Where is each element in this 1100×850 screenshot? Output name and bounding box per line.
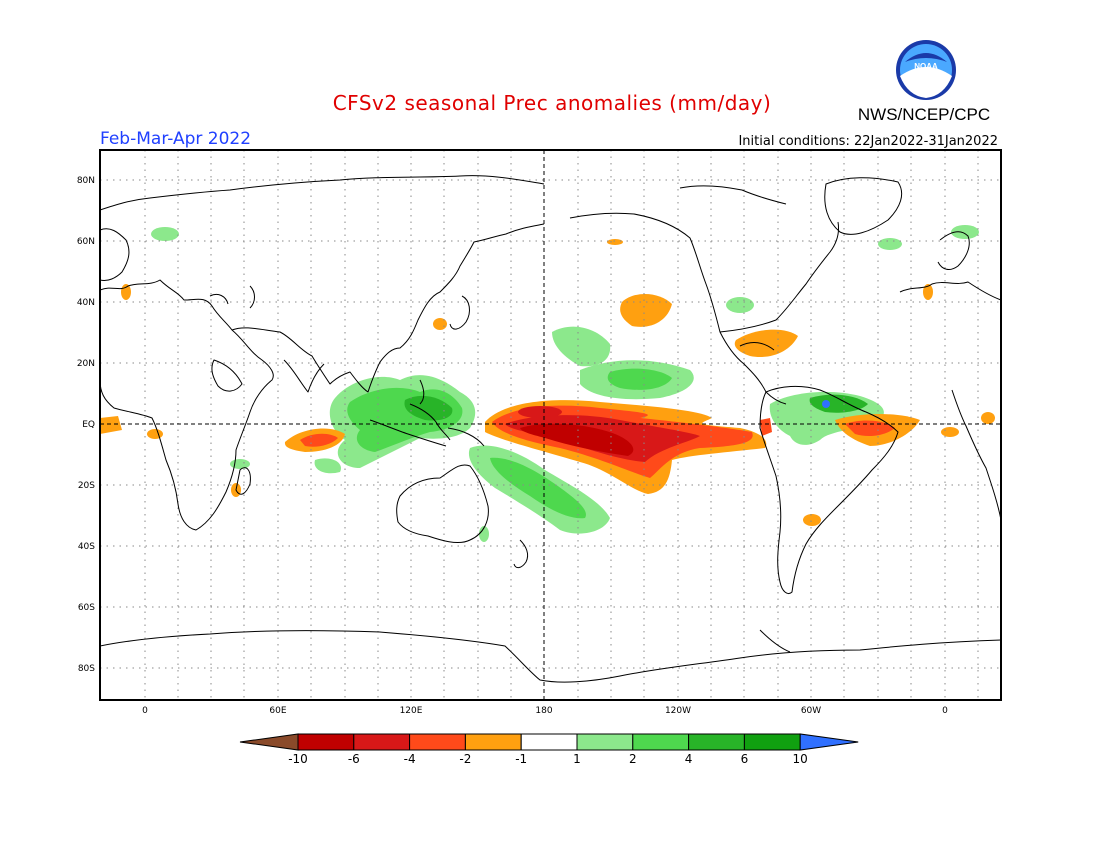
lat-label: 20S xyxy=(78,481,95,491)
colorbar-swatch xyxy=(464,733,522,751)
colorbar-label: -10 xyxy=(288,752,308,766)
colorbar-arrow-high xyxy=(799,733,859,751)
lat-label: 80S xyxy=(78,664,95,674)
colorbar-swatch xyxy=(576,733,634,751)
lon-label: 0 xyxy=(142,706,148,716)
longitude-labels: 0 60E 120E 180 120W 60W 0 xyxy=(142,706,948,716)
graticule xyxy=(100,150,1001,700)
logo-text: NOAA xyxy=(914,62,938,71)
lat-label: 20N xyxy=(77,359,95,369)
map-title: CFSv2 seasonal Prec anomalies (mm/day) xyxy=(333,91,772,115)
colorbar-swatch xyxy=(297,733,355,751)
colorbar-label: -4 xyxy=(404,752,416,766)
lat-label: EQ xyxy=(82,420,95,430)
lon-label: 120W xyxy=(665,706,691,716)
colorbar-legend: -10 -6 -4 -2 -1 1 2 4 6 10 xyxy=(239,733,859,766)
lat-label: 40N xyxy=(77,298,95,308)
colorbar-swatch xyxy=(688,733,745,751)
colorbar-label: 1 xyxy=(573,752,581,766)
lon-label: 180 xyxy=(535,706,552,716)
colorbar-label: 4 xyxy=(685,752,693,766)
colorbar-label: -1 xyxy=(515,752,527,766)
wet-anomaly-north-pacific xyxy=(552,326,611,367)
lon-label: 0 xyxy=(942,706,948,716)
lon-label: 60W xyxy=(801,706,821,716)
colorbar-label: -2 xyxy=(459,752,471,766)
map-plot-area xyxy=(100,150,1001,700)
colorbar-label: 6 xyxy=(741,752,749,766)
map-frame xyxy=(99,149,1002,701)
initial-conditions: Initial conditions: 22Jan2022-31Jan2022 xyxy=(738,134,998,149)
colorbar-swatch xyxy=(520,733,578,751)
colorbar-swatch xyxy=(743,733,801,751)
lat-label: 60S xyxy=(78,603,95,613)
lat-label: 40S xyxy=(78,542,95,552)
lon-label: 120E xyxy=(400,706,423,716)
noaa-logo: NOAA xyxy=(896,40,956,100)
colorbar-swatch xyxy=(632,733,690,751)
colorbar-swatch xyxy=(353,733,411,751)
colorbar-arrow-low xyxy=(239,733,299,751)
lat-label: 80N xyxy=(77,176,95,186)
colorbar-label: -6 xyxy=(348,752,360,766)
colorbar-label: 10 xyxy=(793,752,808,766)
colorbar-swatch xyxy=(409,733,466,751)
anomaly-shading xyxy=(100,225,995,542)
coastlines xyxy=(100,175,1001,683)
lon-label: 60E xyxy=(269,706,286,716)
colorbar-label: 2 xyxy=(629,752,637,766)
latitude-labels: 80N 60N 40N 20N EQ 20S 40S 60S 80S xyxy=(77,176,95,674)
lat-label: 60N xyxy=(77,237,95,247)
forecast-period: Feb-Mar-Apr 2022 xyxy=(100,129,251,149)
organization-label: NWS/NCEP/CPC xyxy=(858,105,990,124)
